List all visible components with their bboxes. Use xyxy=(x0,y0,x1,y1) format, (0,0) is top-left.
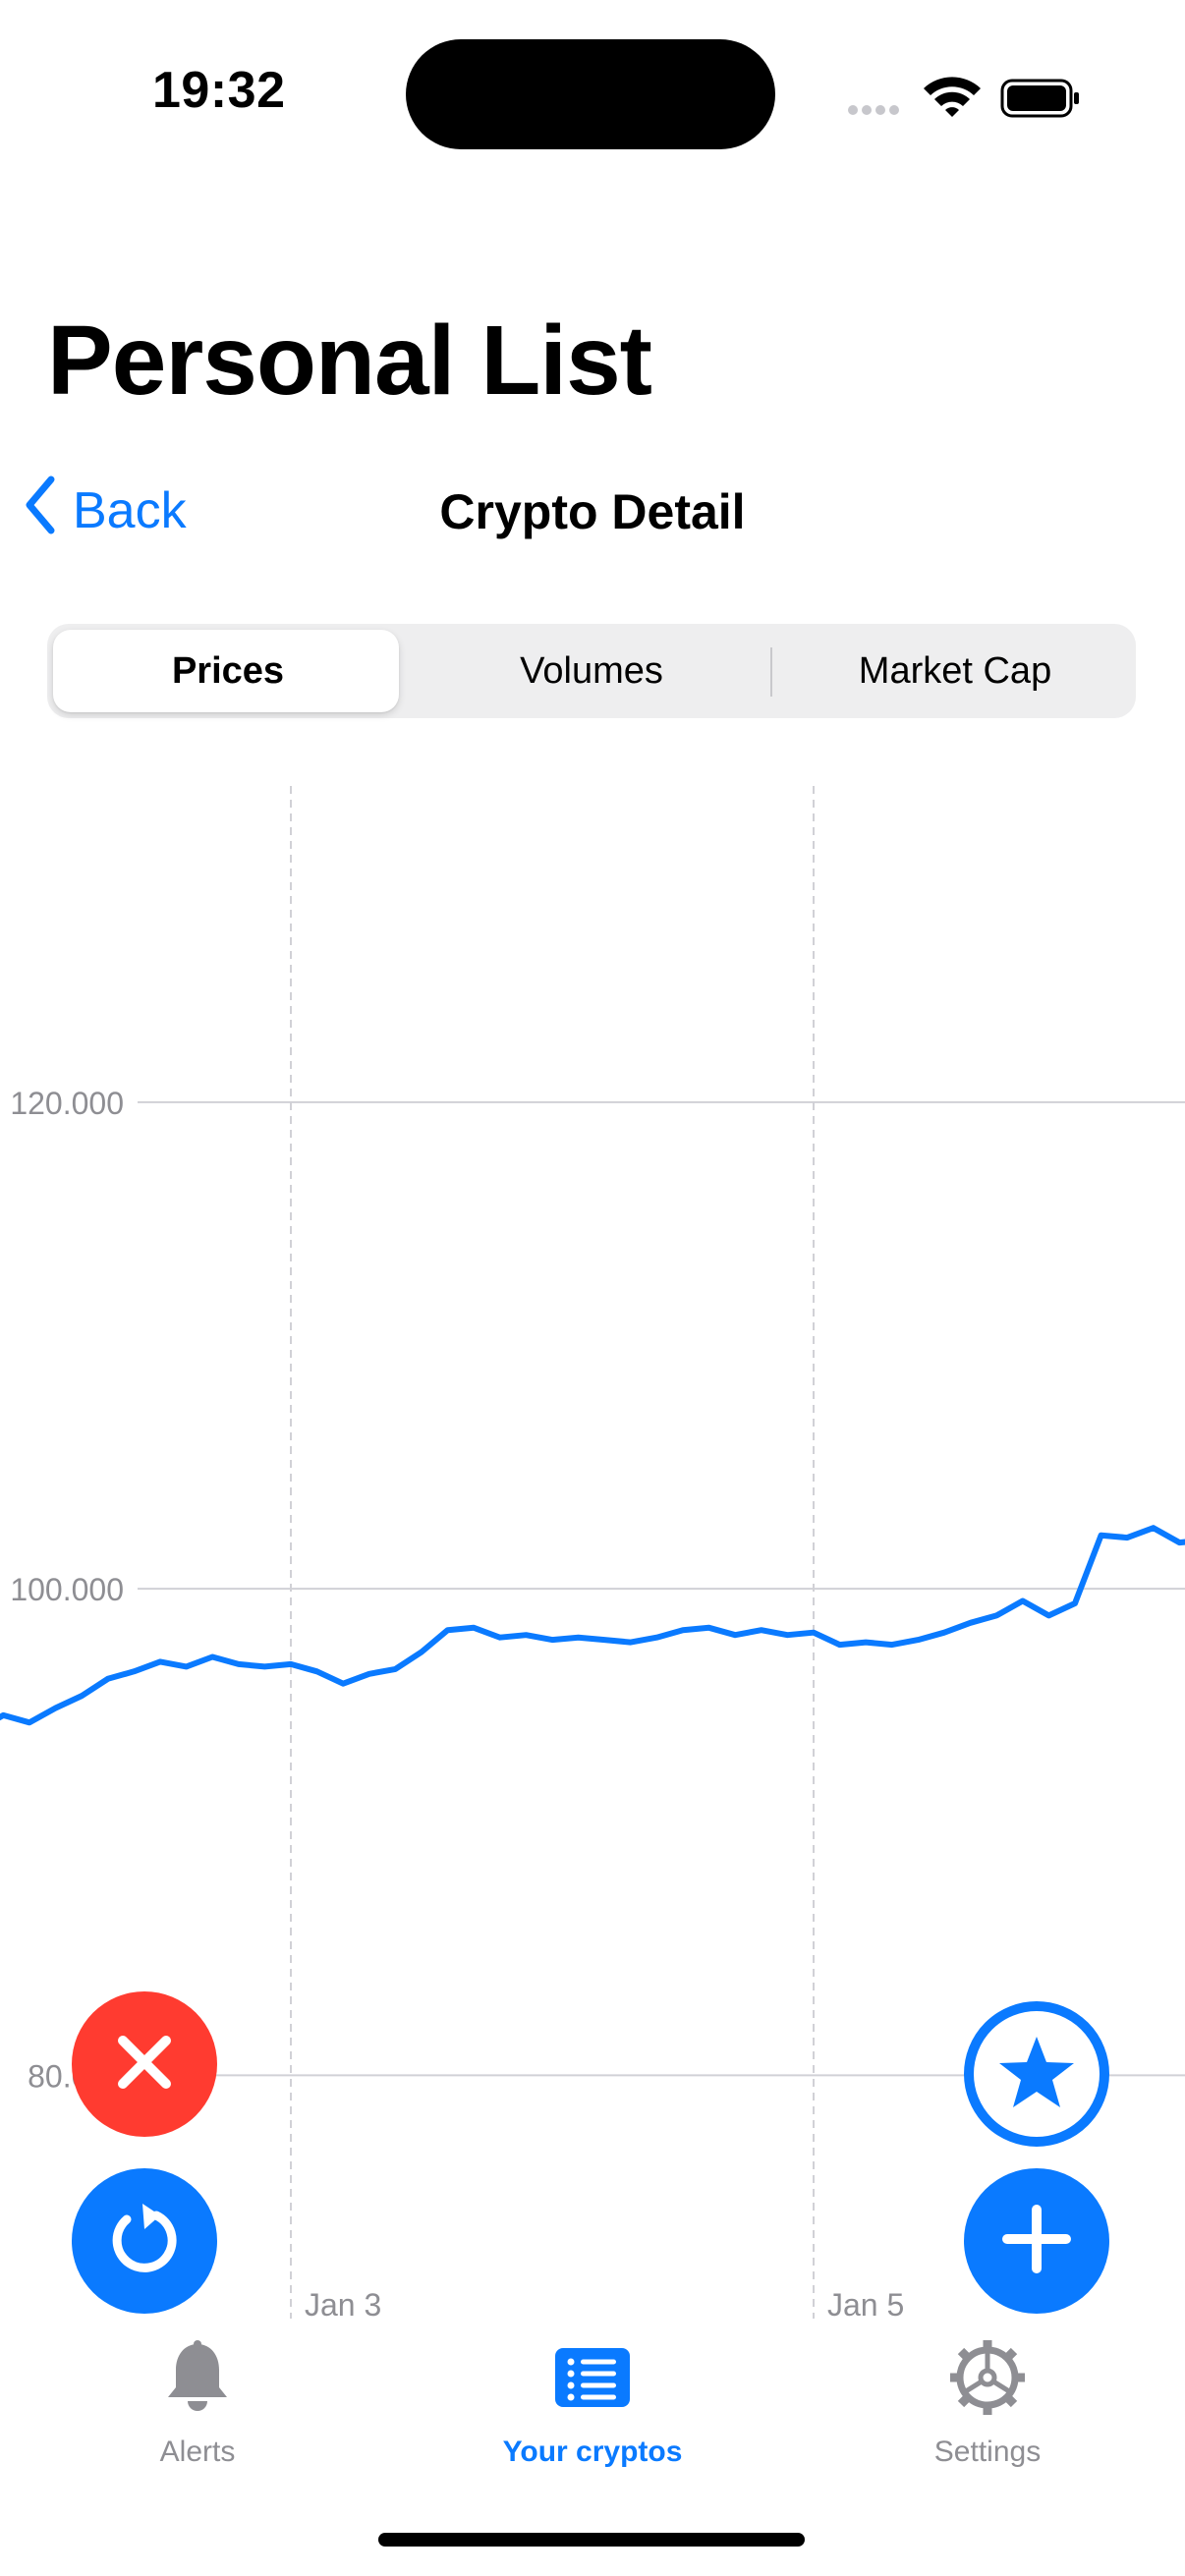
star-icon xyxy=(997,2033,1076,2116)
list-icon xyxy=(553,2338,632,2422)
nav-title: Crypto Detail xyxy=(439,484,746,539)
xmark-icon xyxy=(113,2031,176,2099)
tab-alerts[interactable]: Alerts xyxy=(0,2338,395,2486)
price-series-line xyxy=(0,1525,1185,1726)
refresh-icon xyxy=(105,2200,184,2283)
tab-label: Alerts xyxy=(159,2436,236,2468)
tab-label: Your cryptos xyxy=(502,2436,683,2468)
segment-selected-indicator xyxy=(53,630,399,712)
bell-icon xyxy=(158,2338,237,2422)
segment-prices[interactable]: Prices xyxy=(47,624,409,718)
x-tick-label: Jan 5 xyxy=(827,2287,904,2323)
tab-label: Settings xyxy=(933,2436,1042,2468)
home-indicator xyxy=(378,2533,805,2547)
segment-market-cap[interactable]: Market Cap xyxy=(774,624,1136,718)
segment-label: Market Cap xyxy=(858,649,1052,692)
favorite-button[interactable] xyxy=(964,2001,1109,2147)
wifi-icon xyxy=(924,77,981,117)
tab-settings[interactable]: Settings xyxy=(790,2338,1185,2486)
chart-type-segmented-control: Prices Volumes Market Cap xyxy=(47,624,1136,718)
page-title: Personal List xyxy=(47,306,652,416)
close-button[interactable] xyxy=(72,1991,217,2137)
segment-label: Prices xyxy=(171,649,285,692)
y-tick-label: 120.000 xyxy=(10,1086,124,1121)
refresh-button[interactable] xyxy=(72,2168,217,2314)
segment-volumes[interactable]: Volumes xyxy=(411,624,772,718)
gear-icon xyxy=(948,2338,1027,2422)
x-tick-label: Jan 3 xyxy=(305,2287,381,2323)
back-label: Back xyxy=(73,482,187,539)
status-icons xyxy=(845,67,1081,126)
battery-icon xyxy=(1000,79,1079,118)
back-button[interactable]: Back xyxy=(22,476,187,545)
segment-divider xyxy=(770,647,772,697)
status-time: 19:32 xyxy=(152,62,286,119)
y-tick-label: 100.000 xyxy=(10,1572,124,1607)
tab-your-cryptos[interactable]: Your cryptos xyxy=(395,2338,790,2486)
segment-label: Volumes xyxy=(520,649,663,692)
dynamic-island xyxy=(406,39,775,149)
chevron-left-icon xyxy=(22,474,61,549)
add-button[interactable] xyxy=(964,2168,1109,2314)
plus-icon xyxy=(1001,2204,1072,2279)
cellular-signal-icon xyxy=(848,105,899,115)
